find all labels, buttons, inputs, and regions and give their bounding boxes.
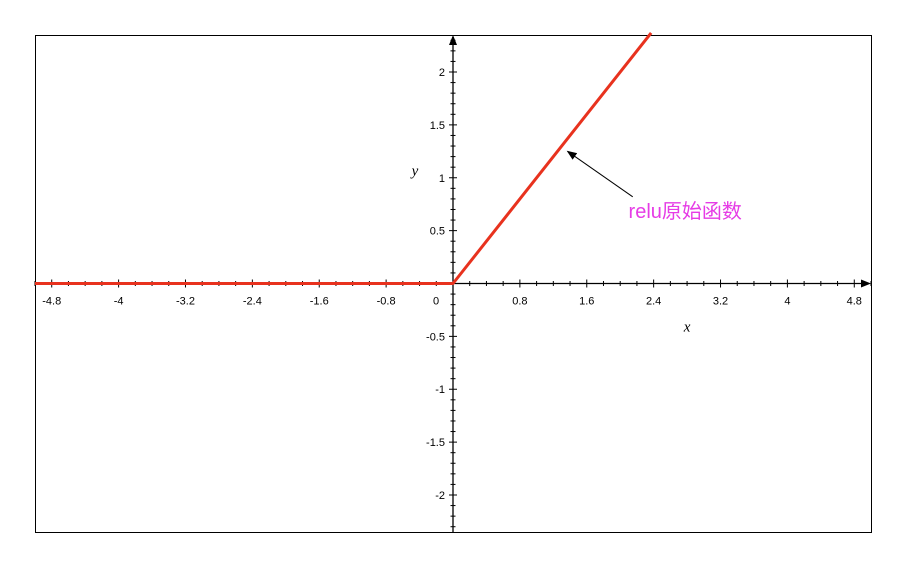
x-tick-label: 3.2 [713, 296, 728, 308]
annotations: relu原始函数 [566, 150, 742, 223]
x-axis-arrow-icon [861, 279, 871, 288]
x-tick-label: -4.8 [42, 296, 61, 308]
tick-labels: -4.8 -4 -3.2 -2.4 -1.6 -0.8 0 0.8 1.6 2.4 3.2 4 4.8 -… [42, 67, 862, 502]
x-tick-label: 1.6 [579, 296, 594, 308]
x-tick-label: 0.8 [512, 296, 527, 308]
x-tick-label: 4.8 [847, 296, 862, 308]
y-tick-label: 2 [439, 67, 445, 79]
x-tick-label: 2.4 [646, 296, 661, 308]
series [35, 31, 653, 285]
y-tick-label: 1.5 [430, 120, 445, 132]
annotation-arrow [566, 150, 634, 198]
y-tick-label: -1 [435, 384, 445, 396]
y-tick-label: 0.5 [430, 226, 445, 238]
x-tick-label: -3.2 [176, 296, 195, 308]
x-tick-label: -1.6 [310, 296, 329, 308]
y-tick-label: -0.5 [426, 331, 445, 343]
x-tick-label: -0.8 [377, 296, 396, 308]
annotation-label: relu原始函数 [629, 200, 742, 223]
relu-line [35, 31, 653, 285]
x-tick-label: -2.4 [243, 296, 262, 308]
y-tick-label: -2 [435, 490, 445, 502]
x-tick-label: 4 [784, 296, 790, 308]
x-axis-label: x [683, 320, 691, 336]
x-tick-label: -4 [114, 296, 124, 308]
y-tick-label: 1 [439, 173, 445, 185]
x-tick-label: 0 [433, 296, 439, 308]
y-tick-label: -1.5 [426, 437, 445, 449]
y-axis-label: y [410, 163, 419, 179]
